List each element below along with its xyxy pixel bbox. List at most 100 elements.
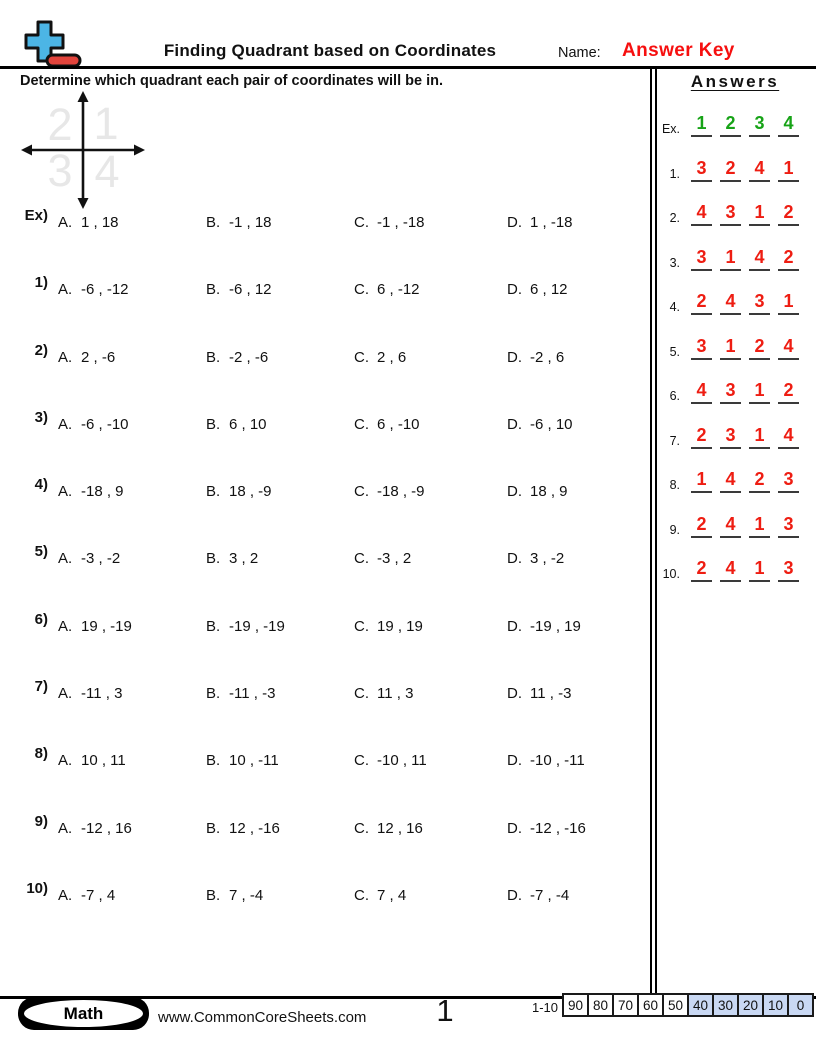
choice-letter: C. bbox=[354, 820, 369, 837]
choice-d: D. -12 , -16 bbox=[507, 820, 586, 837]
problem-number: 9) bbox=[34, 813, 48, 830]
choice-a: A. 10 , 11 bbox=[58, 752, 126, 769]
choice-c: C. -18 , -9 bbox=[354, 483, 425, 500]
answer-blank: 2 bbox=[691, 515, 712, 538]
answer-blank: 4 bbox=[691, 203, 712, 226]
answer-blank: 2 bbox=[720, 159, 741, 182]
problem-row-8: 8) A. 10 , 11 B. 10 , -11 C. -10 , 11 D. -10… bbox=[0, 745, 650, 775]
coordinate-pair: 6 , -12 bbox=[377, 281, 420, 298]
choice-letter: A. bbox=[58, 752, 73, 769]
answer-blank: 3 bbox=[778, 515, 799, 538]
coordinate-pair: -1 , 18 bbox=[229, 214, 272, 231]
choice-c: C. 2 , 6 bbox=[354, 349, 406, 366]
choice-c: C. -10 , 11 bbox=[354, 752, 427, 769]
coordinate-pair: 2 , 6 bbox=[377, 349, 407, 366]
choice-c: C. -3 , 2 bbox=[354, 550, 411, 567]
coordinate-pair: 10 , -11 bbox=[229, 752, 279, 769]
problem-row-2: 2) A. 2 , -6 B. -2 , -6 C. 2 , 6 D. -2 , 6 bbox=[0, 342, 650, 372]
coordinate-pair: 2 , -6 bbox=[81, 349, 116, 366]
choice-a: A. 2 , -6 bbox=[58, 349, 115, 366]
answer-blank: 3 bbox=[691, 337, 712, 360]
choice-letter: B. bbox=[206, 618, 221, 635]
answer-blank: 1 bbox=[778, 292, 799, 315]
coordinate-pair: -12 , 16 bbox=[81, 820, 132, 837]
choice-a: A. -6 , -10 bbox=[58, 416, 129, 433]
choice-c: C. 6 , -10 bbox=[354, 416, 420, 433]
answers-panel-divider bbox=[650, 69, 657, 993]
choice-a: A. -7 , 4 bbox=[58, 887, 115, 904]
choice-b: B. -1 , 18 bbox=[206, 214, 272, 231]
problem-row-ex: Ex) A. 1 , 18 B. -1 , 18 C. -1 , -18 D. 1 , … bbox=[0, 207, 650, 237]
choice-letter: D. bbox=[507, 752, 522, 769]
answer-blank: 1 bbox=[749, 426, 770, 449]
coordinate-pair: 11 , -3 bbox=[530, 685, 572, 702]
problem-row-7: 7) A. -11 , 3 B. -11 , -3 C. 11 , 3 D. 11 , … bbox=[0, 678, 650, 708]
answer-blank: 2 bbox=[778, 248, 799, 271]
choice-b: B. 10 , -11 bbox=[206, 752, 279, 769]
answer-blank: 4 bbox=[778, 337, 799, 360]
commoncoresheets-logo bbox=[24, 20, 82, 68]
answer-row-label: 2. bbox=[669, 211, 680, 225]
answer-row-label: 6. bbox=[669, 389, 680, 403]
choice-d: D. -19 , 19 bbox=[507, 618, 581, 635]
quadrant-axes-icon bbox=[21, 91, 145, 209]
score-cell: 20 bbox=[737, 993, 764, 1017]
problem-number: 6) bbox=[34, 611, 48, 628]
answer-blank: 1 bbox=[749, 381, 770, 404]
choice-b: B. 3 , 2 bbox=[206, 550, 258, 567]
page-title: Finding Quadrant based on Coordinates bbox=[163, 41, 497, 60]
answer-row-label: Ex. bbox=[661, 122, 680, 136]
problem-number: 8) bbox=[34, 745, 48, 762]
choice-letter: B. bbox=[206, 752, 221, 769]
choice-letter: A. bbox=[58, 281, 73, 298]
choice-letter: C. bbox=[354, 887, 369, 904]
choice-c: C. 6 , -12 bbox=[354, 281, 420, 298]
coordinate-pair: -11 , -3 bbox=[229, 685, 276, 702]
answer-blank: 2 bbox=[749, 470, 770, 493]
answer-blank: 2 bbox=[691, 292, 712, 315]
choice-letter: B. bbox=[206, 550, 221, 567]
choice-letter: C. bbox=[354, 752, 369, 769]
answer-blank: 2 bbox=[691, 559, 712, 582]
coordinate-pair: 7 , -4 bbox=[229, 887, 264, 904]
score-range-label: 1-10 bbox=[531, 1000, 558, 1015]
score-cell: 60 bbox=[637, 993, 664, 1017]
choice-letter: D. bbox=[507, 887, 522, 904]
choice-letter: D. bbox=[507, 618, 522, 635]
choice-d: D. 11 , -3 bbox=[507, 685, 571, 702]
answer-blank: 1 bbox=[720, 248, 741, 271]
choice-letter: B. bbox=[206, 685, 221, 702]
choice-b: B. -6 , 12 bbox=[206, 281, 272, 298]
choice-letter: D. bbox=[507, 820, 522, 837]
answer-row-label: 3. bbox=[669, 256, 680, 270]
choice-b: B. -2 , -6 bbox=[206, 349, 268, 366]
choice-d: D. -10 , -11 bbox=[507, 752, 585, 769]
subject-badge: Math bbox=[18, 997, 149, 1030]
choice-a: A. -3 , -2 bbox=[58, 550, 120, 567]
problem-number: 5) bbox=[34, 543, 48, 560]
answer-blank: 1 bbox=[778, 159, 799, 182]
choice-letter: D. bbox=[507, 416, 522, 433]
coordinate-pair: -19 , -19 bbox=[229, 618, 285, 635]
answer-blank: 1 bbox=[749, 515, 770, 538]
choice-letter: B. bbox=[206, 416, 221, 433]
coordinate-pair: 6 , -10 bbox=[377, 416, 420, 433]
coordinate-pair: -18 , -9 bbox=[377, 483, 425, 500]
choice-c: C. 7 , 4 bbox=[354, 887, 406, 904]
choice-a: A. -18 , 9 bbox=[58, 483, 124, 500]
coordinate-pair: 18 , 9 bbox=[530, 483, 568, 500]
choice-a: A. 19 , -19 bbox=[58, 618, 132, 635]
instruction-text: Determine which quadrant each pair of co… bbox=[20, 73, 443, 89]
choice-c: C. 11 , 3 bbox=[354, 685, 413, 702]
problem-number: 4) bbox=[34, 476, 48, 493]
coordinate-pair: -19 , 19 bbox=[530, 618, 581, 635]
choice-letter: A. bbox=[58, 349, 73, 366]
quadrant-1-label: 1 bbox=[93, 98, 119, 149]
answer-blank: 1 bbox=[691, 470, 712, 493]
answer-blank: 3 bbox=[720, 203, 741, 226]
choice-letter: A. bbox=[58, 820, 73, 837]
choice-letter: A. bbox=[58, 483, 73, 500]
answer-blank: 4 bbox=[720, 515, 741, 538]
